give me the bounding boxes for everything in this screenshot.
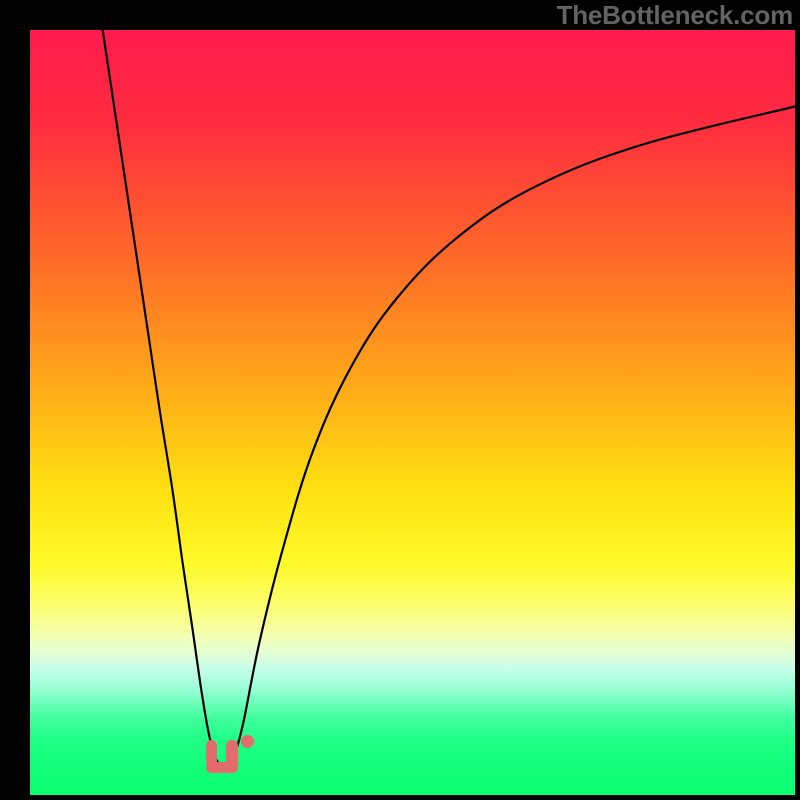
watermark-text: TheBottleneck.com xyxy=(557,0,793,31)
plot-area xyxy=(30,30,795,795)
marker-dot xyxy=(241,735,254,748)
curves-layer xyxy=(30,30,795,795)
marker-bottom-bar xyxy=(206,762,238,773)
curve-right-branch xyxy=(232,107,795,765)
chart-container: { "watermark": { "text": "TheBottleneck.… xyxy=(0,0,800,800)
curve-left-branch xyxy=(103,30,219,764)
